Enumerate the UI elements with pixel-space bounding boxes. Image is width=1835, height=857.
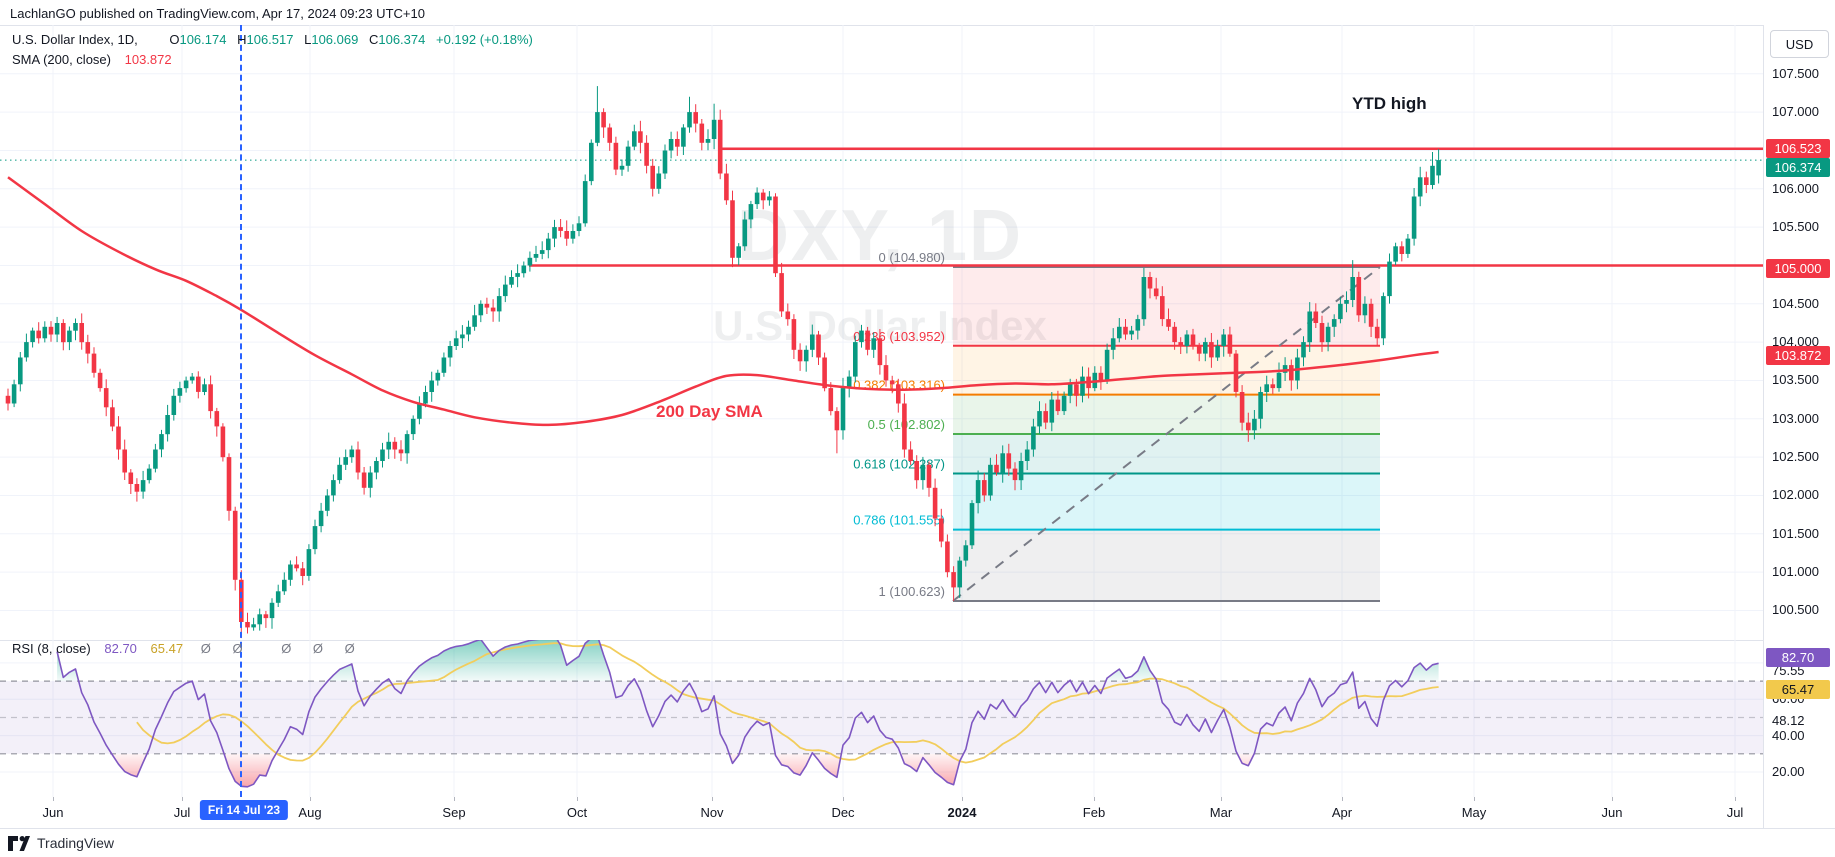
- price-badge: 106.523: [1766, 139, 1830, 159]
- currency-unit-button[interactable]: USD: [1770, 30, 1829, 58]
- change-value: +0.192 (+0.18%): [435, 32, 533, 47]
- fib-level-label: 0 (104.980): [879, 250, 946, 265]
- price-badge: 65.47: [1766, 679, 1830, 699]
- price-axis-label: 104.500: [1772, 295, 1819, 311]
- rsi-value: 82.70: [104, 641, 137, 656]
- fib-level-label: 0.236 (103.952): [853, 329, 945, 344]
- time-axis-label: May: [1461, 805, 1487, 820]
- price-axis-label: 107.500: [1772, 65, 1819, 81]
- price-axis-label: 102.500: [1772, 449, 1819, 465]
- time-axis-tick: [53, 797, 54, 801]
- legend-row-sma[interactable]: SMA (200, close) 103.872: [12, 51, 540, 69]
- time-axis-label: Jun: [42, 805, 64, 820]
- price-axis-label: 102.000: [1772, 487, 1819, 503]
- time-axis-tick: [310, 797, 311, 801]
- time-axis-tick: [1612, 797, 1613, 801]
- tradingview-logo-icon: [8, 835, 30, 851]
- tradingview-branding[interactable]: TradingView: [8, 835, 114, 851]
- watermark-symbol: DXY, 1D: [737, 196, 1023, 276]
- sma-indicator-label[interactable]: SMA (200, close): [12, 52, 111, 67]
- time-axis-label: Sep: [442, 805, 466, 820]
- price-badge: 103.872: [1766, 346, 1830, 366]
- time-axis-tick: [577, 797, 578, 801]
- rsi-legend[interactable]: RSI (8, close) 82.70 65.47 Ø Ø Ø Ø Ø: [12, 641, 364, 656]
- time-axis-label: Nov: [700, 805, 724, 820]
- price-axis-label: 105.500: [1772, 219, 1819, 235]
- price-axis-label: 101.000: [1772, 564, 1819, 580]
- pane-separator[interactable]: [0, 640, 1835, 641]
- price-axis-label: 101.500: [1772, 525, 1819, 541]
- time-axis-tick: [1221, 797, 1222, 801]
- rsi-axis-label: 40.00: [1772, 727, 1805, 743]
- open-label: O: [169, 32, 180, 47]
- rsi-pane[interactable]: [0, 640, 1763, 797]
- price-axis-label: 103.000: [1772, 410, 1819, 426]
- sma-indicator-value: 103.872: [124, 52, 172, 67]
- symbol-title[interactable]: U.S. Dollar Index, 1D,: [12, 32, 138, 47]
- time-axis-tick: [454, 797, 455, 801]
- time-axis-label: Jun: [1601, 805, 1623, 820]
- time-axis-tick: [1094, 797, 1095, 801]
- event-date-vline[interactable]: [240, 25, 242, 797]
- price-axis-border: [1763, 25, 1764, 828]
- rsi-axis-label: 20.00: [1772, 764, 1805, 779]
- price-axis-label: 103.500: [1772, 372, 1819, 388]
- sma-200-annotation[interactable]: 200 Day SMA: [656, 402, 763, 421]
- time-axis-label: Aug: [298, 805, 322, 820]
- rsi-ma-value: 65.47: [150, 641, 184, 656]
- attribution-text: LachlanGO published on TradingView.com, …: [10, 6, 425, 21]
- tradingview-wordmark: TradingView: [37, 835, 115, 851]
- event-date-badge[interactable]: Fri 14 Jul '23: [199, 800, 289, 820]
- price-axis-label: 104.000: [1772, 334, 1819, 350]
- price-axis[interactable]: 107.500 107.000 106.000 105.500 104.500 104.0…: [1764, 25, 1835, 828]
- rsi-indicator-label[interactable]: RSI (8, close): [12, 641, 91, 656]
- low-label: L: [304, 32, 312, 47]
- legend-row-symbol[interactable]: U.S. Dollar Index, 1D, O106.174 H106.517…: [12, 31, 540, 49]
- price-axis-label: 107.000: [1772, 104, 1819, 120]
- price-axis-label: 100.500: [1772, 602, 1819, 618]
- price-badge: 82.70: [1766, 648, 1830, 668]
- symbol-legend: U.S. Dollar Index, 1D, O106.174 H106.517…: [12, 31, 540, 69]
- time-axis-label: Jul: [1726, 805, 1744, 820]
- rsi-empty-values-2: Ø Ø Ø: [281, 641, 364, 656]
- close-value: 106.374: [378, 32, 426, 47]
- time-axis-label: 2024: [947, 805, 977, 820]
- price-badge: 105.000: [1766, 258, 1830, 278]
- fib-level-label: 1 (100.623): [879, 584, 946, 599]
- rsi-axis-label: 48.12: [1772, 712, 1805, 728]
- chart-bottom-border: [0, 828, 1835, 829]
- low-value: 106.069: [311, 32, 359, 47]
- time-axis-tick: [843, 797, 844, 801]
- time-axis-label: Feb: [1082, 805, 1106, 820]
- time-axis-label: Jul: [173, 805, 191, 820]
- price-badge: 106.374: [1766, 157, 1830, 177]
- chart-top-border: [0, 25, 1835, 26]
- time-axis-label: Dec: [831, 805, 855, 820]
- time-axis-tick: [1474, 797, 1475, 801]
- time-axis-tick: [182, 797, 183, 801]
- time-axis-tick: [1735, 797, 1736, 801]
- time-axis-tick: [712, 797, 713, 801]
- high-label: H: [237, 32, 247, 47]
- rsi-empty-values: Ø Ø: [200, 641, 252, 656]
- time-axis-label: Apr: [1331, 805, 1353, 820]
- time-axis[interactable]: Fri 14 Jul '23 Jun Jul Aug Sep Oct Nov Dec 2024…: [0, 797, 1763, 828]
- time-axis-tick: [962, 797, 963, 801]
- open-value: 106.174: [179, 32, 227, 47]
- time-axis-label: Oct: [566, 805, 588, 820]
- time-axis-label: Mar: [1209, 805, 1233, 820]
- high-value: 106.517: [246, 32, 294, 47]
- ytd-high-annotation[interactable]: YTD high: [1352, 94, 1427, 113]
- time-axis-tick: [1342, 797, 1343, 801]
- price-axis-label: 106.000: [1772, 180, 1819, 196]
- close-label: C: [368, 32, 379, 47]
- fib-level-label: 0.786 (101.555): [853, 513, 945, 528]
